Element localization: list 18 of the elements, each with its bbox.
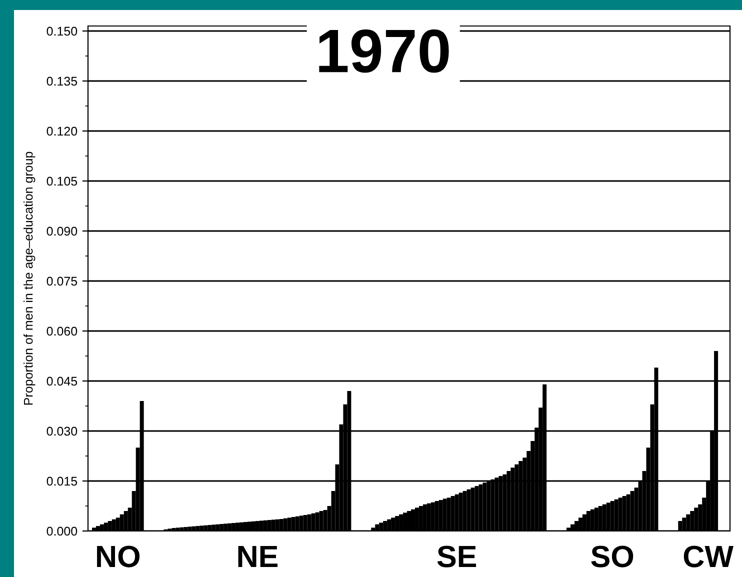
y-tick-label: 0.060 bbox=[46, 326, 78, 336]
y-tick-label: 0.000 bbox=[46, 526, 78, 536]
y-tick-label: 0.015 bbox=[46, 476, 78, 486]
y-tick-label: 0.120 bbox=[46, 126, 78, 136]
y-tick-label: 0.030 bbox=[46, 426, 78, 436]
y-tick-label: 0.135 bbox=[46, 76, 78, 86]
chart-title: 1970 bbox=[319, 29, 449, 73]
y-axis-title: Proportion of men in the age–education group bbox=[24, 152, 36, 405]
x-tick-label: CW bbox=[684, 546, 734, 568]
y-tick-label: 0.150 bbox=[46, 26, 78, 36]
y-tick-label: 0.045 bbox=[46, 376, 78, 386]
y-tick-label: 0.075 bbox=[46, 276, 78, 286]
x-tick-label: NO bbox=[97, 546, 140, 568]
y-tick-label: 0.105 bbox=[46, 176, 78, 186]
y-tick-label: 0.090 bbox=[46, 226, 78, 236]
x-tick-label: SE bbox=[437, 546, 476, 568]
x-tick-label: SO bbox=[591, 546, 634, 568]
x-tick-label: NE bbox=[238, 546, 278, 568]
